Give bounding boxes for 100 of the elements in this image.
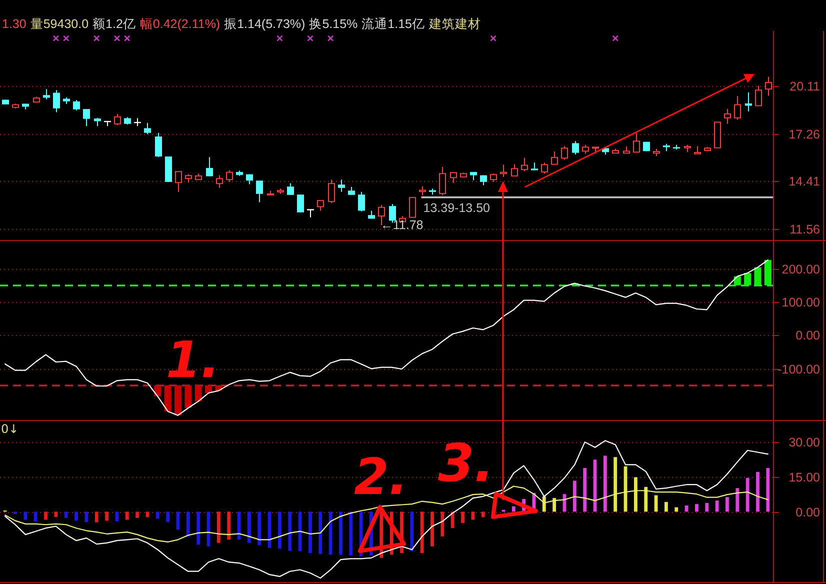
bar (166, 512, 170, 522)
candlestick (287, 182, 294, 196)
annotation: 流通1.15亿 (362, 16, 425, 31)
bar (44, 512, 48, 520)
annotation: 振1.14(5.73%) (224, 17, 306, 31)
candlestick (338, 179, 345, 192)
bar (603, 456, 607, 512)
bar (461, 512, 464, 524)
candlestick (724, 108, 731, 124)
candlestick (155, 132, 162, 158)
candlestick (83, 108, 90, 127)
candlestick (694, 146, 701, 154)
candlestick (500, 164, 507, 178)
candlestick (378, 204, 385, 226)
bar (512, 506, 516, 512)
bar (664, 502, 668, 512)
candlestick (144, 122, 151, 135)
bar (450, 512, 454, 528)
bar (754, 267, 762, 286)
bar (94, 512, 98, 522)
annotation: 1. (166, 331, 220, 389)
annotation: 3. (438, 434, 494, 494)
bar (308, 512, 312, 554)
bar (194, 385, 202, 402)
bar (481, 512, 485, 518)
bar (583, 468, 587, 512)
bar (614, 457, 618, 512)
bar (440, 512, 444, 536)
bar (136, 512, 140, 518)
bar (471, 512, 475, 520)
bar (572, 480, 576, 512)
y-tick-label: 15.00 (788, 470, 820, 484)
candlestick (633, 132, 640, 153)
bar (420, 512, 424, 554)
bar (634, 477, 638, 512)
line-series (4, 259, 768, 416)
y-tick-label: 100.00 (782, 296, 820, 310)
candlestick (358, 191, 365, 212)
bar (115, 512, 119, 522)
y-tick-label: 11.56 (790, 222, 820, 236)
candlestick (73, 100, 80, 111)
candlestick (734, 96, 741, 120)
bar (34, 512, 38, 522)
bar (64, 512, 68, 518)
bar (318, 512, 322, 554)
line-series (4, 440, 768, 579)
bar (174, 385, 182, 416)
bar (339, 512, 342, 555)
y-tick-label: 30.00 (788, 436, 820, 450)
candlestick (206, 156, 213, 177)
bar (736, 488, 740, 512)
candlestick (175, 171, 182, 192)
y-tick-label: 14.41 (788, 174, 820, 188)
bar (430, 512, 434, 546)
bar (247, 512, 251, 543)
candlestick (765, 76, 772, 96)
y-tick-label: 17.26 (788, 128, 820, 142)
bar (156, 512, 160, 519)
annotation: 量59430.0 (30, 17, 89, 31)
annotation: 建筑建材 (428, 17, 481, 31)
candlestick (572, 140, 579, 155)
bar (552, 498, 556, 512)
candlestick (521, 157, 528, 172)
candlestick (755, 85, 762, 106)
bar (105, 512, 108, 521)
bar (349, 512, 353, 556)
bar (258, 512, 262, 546)
bar (227, 512, 231, 540)
candlestick (450, 172, 457, 184)
annotation: 额1.2亿 (92, 17, 136, 31)
bar (186, 512, 190, 536)
bar (196, 512, 200, 545)
bar (764, 260, 772, 286)
band-label: 13.39-13.50 (423, 201, 490, 216)
annotation: 1.30 (2, 17, 26, 31)
bar (715, 500, 719, 512)
y-tick-label: 0.00 (796, 328, 820, 342)
bar (164, 385, 172, 412)
bar (24, 512, 28, 520)
bar (288, 512, 292, 551)
bar (154, 385, 162, 396)
annotation: 换5.15% (309, 17, 358, 31)
annotation: ←11.78 (380, 218, 424, 232)
y-tick-label: 200.00 (782, 262, 820, 276)
bar (746, 478, 750, 512)
bar (674, 507, 678, 512)
bar (644, 486, 648, 512)
annotation: 2. (354, 448, 408, 506)
candlestick (551, 150, 558, 165)
bar (125, 512, 129, 520)
annotation: 0↓ (1, 422, 19, 436)
bar (328, 512, 332, 555)
bar (205, 385, 212, 393)
bar (756, 472, 760, 512)
candlestick (53, 90, 60, 113)
candlestick (297, 194, 304, 213)
bar (744, 273, 752, 286)
candlestick (43, 88, 50, 100)
bar (542, 496, 546, 512)
candlestick (256, 180, 263, 203)
